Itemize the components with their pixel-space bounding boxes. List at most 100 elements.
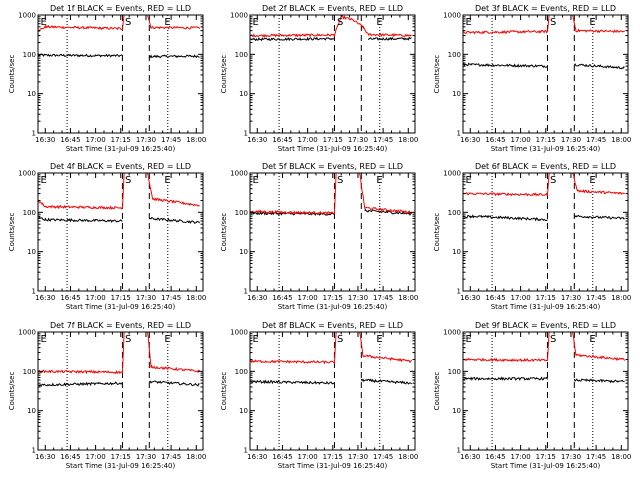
panel-2: Det 2f BLACK = Events, RED = LLD 1 10 100 10… — [220, 4, 418, 153]
panel-8-xlabel: Start Time (31-Jul-09 16:25:40) — [278, 462, 388, 470]
panel-2-lld-line — [250, 14, 412, 38]
panel-6-xlabel: Start Time (31-Jul-09 16:25:40) — [491, 303, 601, 311]
panel-6-ytick-label: 100 — [448, 209, 461, 217]
panel-1-xtick-label: 17:45 — [161, 136, 181, 144]
panel-9-marker-e: E — [589, 334, 595, 345]
panel-7-xtick-label: 18:00 — [186, 453, 206, 461]
panel-7-marker-e: E — [164, 334, 170, 345]
panel-9-xtick-label: 18:00 — [611, 453, 631, 461]
panel-1-events-line — [148, 54, 200, 59]
panel-4-ytick-label: 1000 — [18, 170, 36, 178]
panel-3-events-line — [573, 63, 625, 70]
panel-5-marker-e: E — [376, 175, 382, 186]
panel-2-marker-e: E — [376, 17, 382, 28]
panel-9-lld-line — [463, 331, 550, 363]
panel-1-marker-e: E — [41, 17, 47, 28]
panel-2-xlabel: Start Time (31-Jul-09 16:25:40) — [278, 145, 388, 153]
panel-7-marker-e: E — [41, 334, 47, 345]
panel-4-marker-e: E — [164, 175, 170, 186]
panel-3-marker-s: S — [550, 17, 556, 28]
panel-6-xtick-label: 17:45 — [586, 294, 606, 302]
panel-1-events-line — [38, 53, 123, 58]
panel-9-ytick-label: 1 — [457, 447, 461, 455]
panel-8-ytick-label: 10 — [239, 407, 248, 415]
panel-9-xlabel: Start Time (31-Jul-09 16:25:40) — [491, 462, 601, 470]
panel-9-marker-s: S — [550, 334, 556, 345]
panel-5-xtick-label: 16:45 — [272, 294, 292, 302]
panel-5-events-line — [364, 208, 412, 217]
panel-5: Det 5f BLACK = Events, RED = LLD 1 10 100 10… — [220, 162, 418, 311]
panel-7-events-line — [38, 381, 123, 388]
panel-5-xtick-label: 16:30 — [247, 294, 267, 302]
panel-1-xtick-label: 16:30 — [35, 136, 55, 144]
panel-5-ylabel: Counts/sec — [220, 213, 228, 252]
panel-6-ytick-label: 10 — [452, 248, 461, 256]
panel-6-xtick-label: 16:30 — [460, 294, 480, 302]
panel-3-lld-line — [572, 14, 625, 34]
panel-3-ytick-label: 1 — [457, 130, 461, 138]
panel-3-xtick-label: 17:00 — [511, 136, 531, 144]
panel-9-title: Det 9f BLACK = Events, RED = LLD — [475, 321, 616, 330]
panel-5-lld-line — [359, 173, 412, 214]
panel-2-events-line — [250, 36, 335, 42]
panel-2-marker-e: E — [253, 17, 259, 28]
panel-7-lld-line — [38, 331, 125, 375]
panel-7-title: Det 7f BLACK = Events, RED = LLD — [50, 321, 191, 330]
panel-8: Det 8f BLACK = Events, RED = LLD 1 10 100 10… — [220, 321, 418, 470]
panel-4-xtick-label: 16:45 — [60, 294, 80, 302]
panel-5-ytick-label: 100 — [235, 209, 248, 217]
panel-7-ytick-label: 1000 — [18, 329, 36, 337]
panel-8-xtick-label: 16:30 — [247, 453, 267, 461]
panel-2-xtick-label: 17:30 — [348, 136, 368, 144]
panel-8-ytick-label: 1 — [244, 447, 248, 455]
panel-1-marker-e: E — [164, 17, 170, 28]
panel-3-ytick-label: 10 — [452, 90, 461, 98]
panel-1-lld-line — [38, 14, 125, 32]
panel-2-ytick-label: 1 — [244, 130, 248, 138]
panel-2-axes-frame — [249, 14, 416, 134]
panel-7-events-line — [149, 380, 200, 387]
panel-1-lld-line — [147, 15, 201, 30]
panel-1-xtick-label: 17:00 — [86, 136, 106, 144]
panel-7-ytick-label: 10 — [27, 407, 36, 415]
panel-3-marker-e: E — [466, 17, 472, 28]
panel-3-xtick-label: 18:00 — [611, 136, 631, 144]
panel-1-ytick-label: 1 — [32, 130, 36, 138]
panel-5-ytick-label: 1 — [244, 288, 248, 296]
panel-9-xtick-label: 16:30 — [460, 453, 480, 461]
panel-8-xtick-label: 17:30 — [348, 453, 368, 461]
panel-3-xlabel: Start Time (31-Jul-09 16:25:40) — [491, 145, 601, 153]
panel-4-marker-s: S — [125, 175, 131, 186]
panel-5-xtick-label: 17:30 — [348, 294, 368, 302]
panel-6-xtick-label: 18:00 — [611, 294, 631, 302]
panel-8-marker-s: S — [337, 334, 343, 345]
panel-2-ytick-label: 10 — [239, 90, 248, 98]
panel-1-xtick-label: 16:45 — [60, 136, 80, 144]
panel-2-ylabel: Counts/sec — [220, 55, 228, 94]
panel-8-xtick-label: 17:15 — [323, 453, 343, 461]
panel-8-marker-e: E — [253, 334, 259, 345]
panel-6-xtick-label: 16:45 — [485, 294, 505, 302]
panel-6-lld-line — [572, 172, 625, 195]
panel-6-events-line — [463, 214, 548, 222]
panel-8-ytick-label: 100 — [235, 368, 248, 376]
panel-5-title: Det 5f BLACK = Events, RED = LLD — [262, 162, 403, 171]
panel-4-title: Det 4f BLACK = Events, RED = LLD — [50, 162, 191, 171]
panel-8-lld-line — [359, 331, 412, 364]
panel-2-marker-s: S — [337, 17, 343, 28]
panel-8-xtick-label: 17:45 — [373, 453, 393, 461]
panel-8-title: Det 8f BLACK = Events, RED = LLD — [262, 321, 403, 330]
panel-8-ylabel: Counts/sec — [220, 372, 228, 411]
panel-4-ylabel: Counts/sec — [8, 213, 16, 252]
panel-6-lld-line — [463, 172, 550, 197]
panel-4-xtick-label: 17:00 — [86, 294, 106, 302]
panel-4-xtick-label: 17:45 — [161, 294, 181, 302]
panel-2-events-line — [367, 36, 412, 41]
panel-2-ytick-label: 1000 — [230, 12, 248, 20]
panel-4-xtick-label: 17:15 — [111, 294, 131, 302]
panel-4-xtick-label: 18:00 — [186, 294, 206, 302]
panel-7-ytick-label: 1 — [32, 447, 36, 455]
panel-8-lld-line — [250, 331, 337, 365]
panel-5-xtick-label: 17:00 — [298, 294, 318, 302]
panel-9-ytick-label: 1000 — [443, 329, 461, 337]
